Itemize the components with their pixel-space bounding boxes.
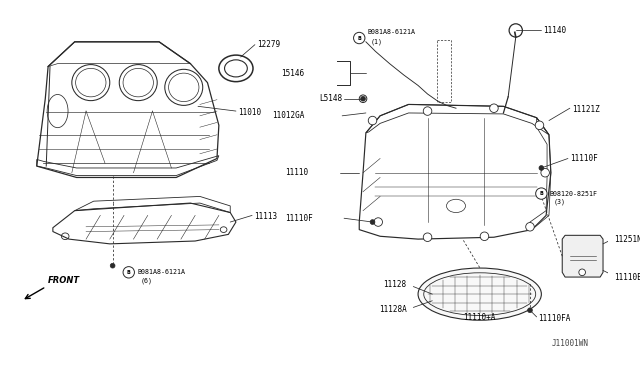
Text: 15146: 15146 (281, 68, 304, 78)
Text: 11110+A: 11110+A (463, 313, 496, 323)
Text: 11110FA: 11110FA (538, 314, 571, 323)
Text: 11110E: 11110E (614, 273, 640, 282)
Circle shape (123, 267, 134, 278)
Text: 11110: 11110 (285, 168, 308, 177)
Text: B081A8-6121A: B081A8-6121A (138, 269, 186, 275)
Text: 11128: 11128 (383, 280, 406, 289)
Text: B08120-8251F: B08120-8251F (550, 190, 598, 196)
Text: 11110F: 11110F (570, 154, 598, 163)
Circle shape (423, 233, 432, 241)
Text: J11001WN: J11001WN (552, 339, 589, 348)
Text: B: B (357, 36, 361, 41)
Text: 11012GA: 11012GA (272, 111, 304, 120)
Text: 11113: 11113 (254, 212, 277, 221)
Circle shape (541, 169, 549, 177)
Circle shape (539, 166, 544, 170)
Text: (6): (6) (141, 278, 153, 284)
Text: B: B (540, 191, 543, 196)
Circle shape (579, 269, 586, 276)
Text: 11140: 11140 (543, 26, 566, 35)
Circle shape (423, 107, 432, 115)
Circle shape (525, 222, 534, 231)
Text: 11010: 11010 (238, 108, 261, 116)
Circle shape (490, 104, 498, 112)
Circle shape (480, 232, 489, 241)
Text: (1): (1) (371, 39, 383, 45)
Text: L5148: L5148 (319, 94, 342, 103)
Circle shape (527, 308, 532, 312)
Text: 12279: 12279 (257, 40, 280, 49)
Ellipse shape (418, 268, 541, 320)
Circle shape (535, 121, 544, 129)
Circle shape (353, 32, 365, 44)
Circle shape (110, 263, 115, 268)
Text: 11110F: 11110F (285, 214, 313, 223)
Circle shape (368, 116, 377, 125)
Text: 11251N: 11251N (614, 235, 640, 244)
Text: FRONT: FRONT (48, 276, 80, 285)
Text: B081A8-6121A: B081A8-6121A (368, 29, 416, 35)
Text: 11128A: 11128A (379, 305, 406, 314)
Text: (3): (3) (554, 199, 566, 205)
Text: 11121Z: 11121Z (572, 105, 600, 114)
Circle shape (359, 95, 367, 103)
Circle shape (374, 218, 383, 226)
Text: B: B (127, 270, 131, 275)
Circle shape (370, 220, 375, 224)
Circle shape (361, 96, 365, 101)
Polygon shape (562, 235, 603, 277)
Circle shape (536, 188, 547, 199)
